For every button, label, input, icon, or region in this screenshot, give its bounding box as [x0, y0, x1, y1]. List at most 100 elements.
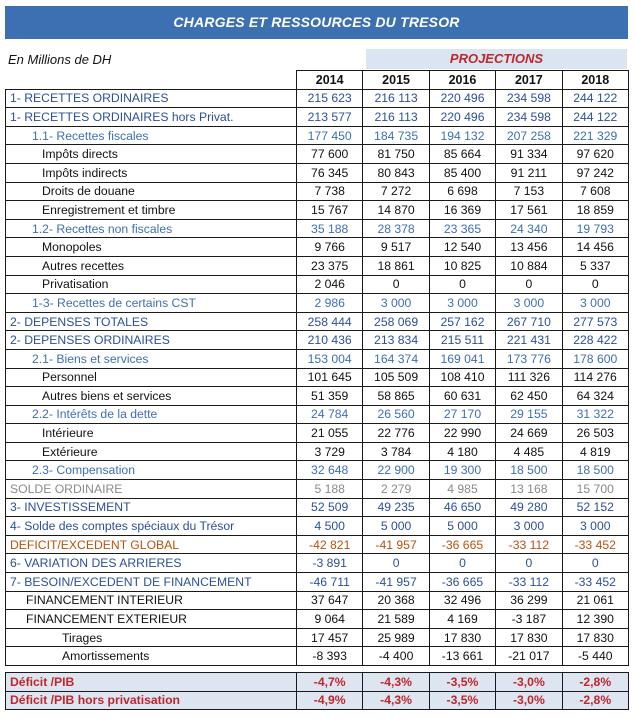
- table-row: 2.1- Biens et services 153 004 164 374 169 …: [5, 348, 629, 369]
- value-cell: 244 122: [561, 88, 629, 109]
- value-cell: -2,8%: [561, 690, 629, 711]
- table-row: 6- VARIATION DES ARRIERES -3 891 0 0 0 0: [5, 553, 629, 574]
- value-cell: 23 375: [295, 255, 364, 276]
- value-cell: -4,7%: [295, 672, 364, 692]
- table-row: FINANCEMENT EXTERIEUR 9 064 21 589 4 169 -3 …: [5, 609, 629, 629]
- value-cell: 169 041: [428, 348, 497, 369]
- table-row: 4- Solde des comptes spéciaux du Trésor 4…: [5, 516, 629, 536]
- value-cell: -41 957: [362, 534, 430, 555]
- value-cell: 220 496: [428, 107, 497, 127]
- value-cell: 19 300: [428, 460, 497, 481]
- row-label: Impôts indirects: [5, 162, 297, 183]
- table-row: Impôts indirects 76 345 80 843 85 400 91 211…: [5, 162, 629, 183]
- value-cell: 17 561: [495, 200, 563, 220]
- row-label: Autres recettes: [5, 255, 297, 276]
- spacer-cell: [429, 665, 496, 673]
- value-cell: 18 859: [561, 200, 629, 220]
- table-row: Amortissements -8 393 -4 400 -13 661 -21 017…: [5, 646, 629, 666]
- value-cell: 22 776: [362, 423, 430, 443]
- spacer-row: [5, 665, 629, 673]
- value-cell: 267 710: [495, 311, 563, 332]
- value-cell: 10 825: [428, 255, 497, 276]
- unit-label: En Millions de DH: [8, 52, 112, 67]
- year-header: 2016: [428, 70, 497, 90]
- value-cell: 7 272: [362, 181, 430, 202]
- value-cell: 77 600: [295, 144, 364, 164]
- table-title: CHARGES ET RESSOURCES DU TRESOR: [5, 6, 628, 39]
- projections-label: PROJECTIONS: [366, 49, 627, 69]
- value-cell: 14 456: [561, 237, 629, 257]
- value-cell: -5 440: [561, 646, 629, 666]
- value-cell: 12 540: [428, 237, 497, 257]
- value-cell: 18 500: [495, 460, 563, 481]
- value-cell: 153 004: [295, 348, 364, 369]
- row-label: FINANCEMENT INTERIEUR: [5, 590, 297, 611]
- value-cell: 26 560: [362, 404, 430, 425]
- table-row: Droits de douane 7 738 7 272 6 698 7 153 7 60…: [5, 181, 629, 202]
- value-cell: -8 393: [295, 646, 364, 666]
- value-cell: 31 322: [561, 404, 629, 425]
- row-label: Déficit /PIB: [5, 672, 297, 692]
- row-label: Déficit /PIB hors privatisation: [5, 690, 297, 711]
- value-cell: 213 577: [295, 107, 364, 127]
- value-cell: 2 986: [295, 293, 364, 313]
- table-row: Intérieure 21 055 22 776 22 990 24 669 26 503: [5, 423, 629, 443]
- row-label: Extérieure: [5, 441, 297, 462]
- value-cell: 257 162: [428, 311, 497, 332]
- row-label: 3- INVESTISSEMENT: [5, 497, 297, 518]
- row-label: 2- DEPENSES ORDINAIRES: [5, 330, 297, 350]
- value-cell: 10 884: [495, 255, 563, 276]
- table-row: Impôts directs 77 600 81 750 85 664 91 334 97…: [5, 144, 629, 164]
- value-cell: -3,0%: [495, 672, 563, 692]
- value-cell: 64 324: [561, 386, 629, 406]
- row-label: 7- BESOIN/EXCEDENT DE FINANCEMENT: [5, 572, 297, 592]
- value-cell: 32 648: [295, 460, 364, 481]
- year-header: 2014: [295, 70, 364, 90]
- value-cell: 22 990: [428, 423, 497, 443]
- value-cell: 213 834: [362, 330, 430, 350]
- table-row: Personnel 101 645 105 509 108 410 111 326 114…: [5, 367, 629, 388]
- value-cell: 16 369: [428, 200, 497, 220]
- row-label: SOLDE ORDINAIRE: [5, 479, 297, 499]
- row-label: 4- Solde des comptes spéciaux du Trésor: [5, 516, 297, 536]
- value-cell: 164 374: [362, 348, 430, 369]
- value-cell: 114 276: [561, 367, 629, 388]
- value-cell: 14 870: [362, 200, 430, 220]
- value-cell: 49 235: [362, 497, 430, 518]
- table-row: 1-3- Recettes de certains CST 2 986 3 000 3…: [5, 293, 629, 313]
- row-label: 2.2- Intérêts de la dette: [5, 404, 297, 425]
- value-cell: 234 598: [495, 107, 563, 127]
- value-cell: -36 665: [428, 572, 497, 592]
- value-cell: 234 598: [495, 88, 563, 109]
- value-cell: 0: [362, 274, 430, 295]
- value-cell: 228 422: [561, 330, 629, 350]
- value-cell: 3 000: [362, 293, 430, 313]
- table-row: Autres recettes 23 375 18 861 10 825 10 884 5…: [5, 255, 629, 276]
- value-cell: -33 112: [495, 534, 563, 555]
- table-row: 1- RECETTES ORDINAIRES hors Privat. 213 5…: [5, 107, 629, 127]
- header-row: 2014 2015 2016 2017 2018: [6, 70, 629, 90]
- value-cell: 3 729: [295, 441, 364, 462]
- row-label: 1.2- Recettes non fiscales: [5, 218, 297, 239]
- value-cell: -46 711: [295, 572, 364, 592]
- value-cell: 24 669: [495, 423, 563, 443]
- value-cell: 13 456: [495, 237, 563, 257]
- table-row: Déficit /PIB hors privatisation -4,9% -4,3…: [5, 690, 629, 711]
- value-cell: 0: [428, 553, 497, 574]
- table-row: 2.3- Compensation 32 648 22 900 19 300 18 50…: [5, 460, 629, 481]
- value-cell: 62 450: [495, 386, 563, 406]
- table-row: Privatisation 2 046 0 0 0 0: [5, 274, 629, 295]
- row-label: Amortissements: [5, 646, 297, 666]
- value-cell: 207 258: [495, 125, 563, 146]
- value-cell: 5 000: [362, 516, 430, 536]
- value-cell: 21 061: [561, 590, 629, 611]
- value-cell: 18 861: [362, 255, 430, 276]
- value-cell: 91 211: [495, 162, 563, 183]
- table-row: FINANCEMENT INTERIEUR 37 647 20 368 32 496 3…: [5, 590, 629, 611]
- row-label: 2- DEPENSES TOTALES: [5, 311, 297, 332]
- value-cell: 13 168: [495, 479, 563, 499]
- spacer-cell: [5, 665, 297, 673]
- value-cell: 7 608: [561, 181, 629, 202]
- table-row: 2.2- Intérêts de la dette 24 784 26 560 27 …: [5, 404, 629, 425]
- value-cell: -4 400: [362, 646, 430, 666]
